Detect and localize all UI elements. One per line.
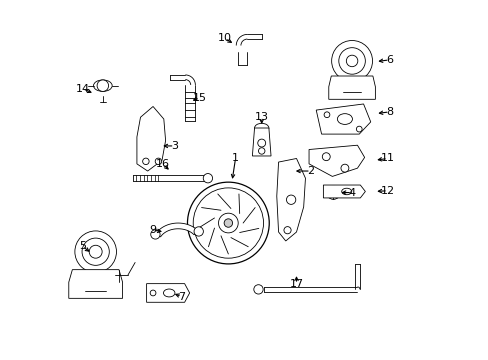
Text: 2: 2 — [306, 166, 314, 176]
Text: 17: 17 — [289, 279, 303, 289]
Circle shape — [155, 158, 162, 165]
Polygon shape — [308, 145, 364, 176]
Circle shape — [218, 213, 238, 233]
Circle shape — [82, 238, 109, 265]
Circle shape — [286, 195, 295, 204]
Text: 10: 10 — [217, 33, 231, 43]
Circle shape — [322, 153, 329, 161]
Circle shape — [142, 158, 149, 165]
Circle shape — [224, 219, 232, 227]
Text: 14: 14 — [75, 84, 89, 94]
Circle shape — [329, 189, 336, 196]
Ellipse shape — [93, 80, 112, 91]
Ellipse shape — [254, 123, 268, 133]
Text: 8: 8 — [386, 107, 392, 117]
Polygon shape — [316, 104, 370, 134]
Circle shape — [75, 231, 116, 273]
Polygon shape — [155, 223, 198, 237]
Text: 12: 12 — [380, 186, 394, 196]
Ellipse shape — [163, 289, 175, 297]
Circle shape — [338, 48, 365, 74]
Text: 7: 7 — [178, 292, 185, 302]
Polygon shape — [252, 128, 270, 156]
Circle shape — [194, 227, 203, 236]
Text: 15: 15 — [192, 93, 206, 103]
Circle shape — [326, 186, 340, 199]
Circle shape — [193, 188, 263, 258]
Circle shape — [356, 126, 362, 132]
Polygon shape — [323, 185, 365, 198]
Polygon shape — [328, 76, 375, 99]
Text: 1: 1 — [232, 153, 239, 163]
Text: 9: 9 — [149, 225, 156, 235]
Text: 11: 11 — [380, 153, 394, 163]
Circle shape — [187, 182, 269, 264]
Circle shape — [284, 226, 290, 234]
Polygon shape — [276, 158, 305, 241]
Polygon shape — [146, 284, 189, 302]
Circle shape — [253, 285, 263, 294]
Circle shape — [324, 112, 329, 118]
Circle shape — [331, 41, 372, 81]
Ellipse shape — [337, 114, 352, 125]
Text: 16: 16 — [155, 159, 169, 169]
Circle shape — [150, 290, 156, 296]
Polygon shape — [137, 107, 165, 171]
Circle shape — [340, 164, 348, 172]
Circle shape — [346, 55, 357, 67]
Ellipse shape — [341, 188, 351, 195]
Polygon shape — [69, 270, 122, 298]
Text: 13: 13 — [254, 112, 268, 122]
Text: 5: 5 — [79, 241, 86, 251]
Text: 4: 4 — [348, 188, 355, 198]
Text: 6: 6 — [386, 55, 392, 65]
Circle shape — [258, 148, 264, 154]
Circle shape — [150, 230, 160, 239]
Circle shape — [89, 245, 102, 258]
Text: 3: 3 — [171, 141, 178, 151]
Circle shape — [203, 174, 212, 183]
Circle shape — [97, 80, 108, 91]
Circle shape — [257, 139, 265, 147]
